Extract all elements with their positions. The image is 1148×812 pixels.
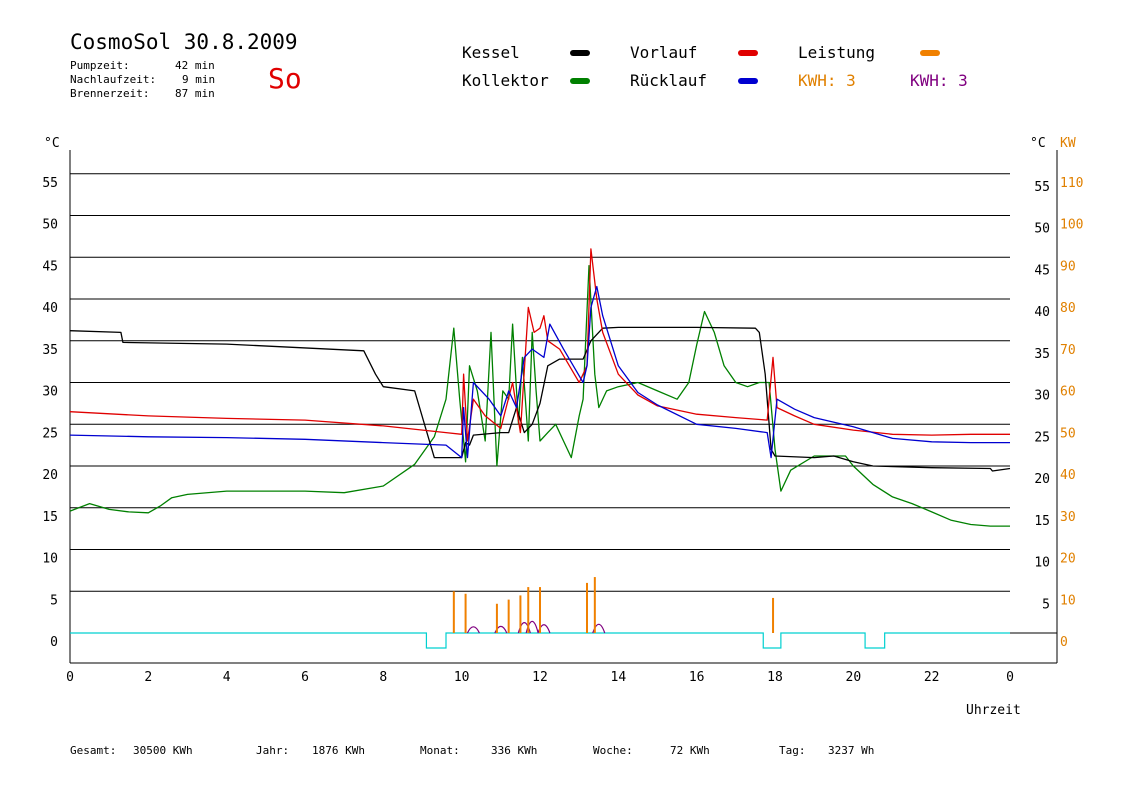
nachlaufzeit-value: 9 min [182,73,216,86]
x-tick-8: 16 [689,670,705,685]
x-tick-4: 8 [379,670,387,685]
y-tick-right-25: 25 [1034,430,1050,445]
y-tick-left-55: 55 [42,176,58,191]
series-lines [69,248,1011,649]
x-axis-label: Uhrzeit [966,703,1021,718]
y-axis-right-unit: °C [1030,136,1046,151]
y-tick-kw-50: 50 [1060,426,1076,441]
legend-kollektor: Kollektor [462,71,549,90]
y-tick-kw-60: 60 [1060,385,1076,400]
gesamt-value: 30500 KWh [133,744,193,757]
legend-vorlauf-swatch [738,50,758,56]
x-tick-5: 10 [454,670,470,685]
gesamt-label: Gesamt: [70,744,117,757]
y-tick-left-15: 15 [42,510,58,525]
series-kessel [69,326,1011,472]
y-tick-right-20: 20 [1034,472,1050,487]
y-tick-left-50: 50 [42,218,58,233]
baseline-line [70,632,1010,649]
kwh-bump-0 [466,626,480,634]
legend-kollektor-swatch [570,78,590,84]
y-tick-kw-90: 90 [1060,259,1076,274]
pumpzeit-label: Pumpzeit: [70,59,130,72]
y-tick-left-0: 0 [50,635,58,650]
y-tick-left-20: 20 [42,468,58,483]
legend-vorlauf: Vorlauf [630,43,698,62]
y-tick-right-15: 15 [1034,514,1050,529]
y-axis-right-unit-kw: KW [1060,136,1076,151]
jahr-label: Jahr: [256,744,290,757]
legend-leistung: Leistung [798,43,876,62]
monat-value: 336 KWh [491,744,538,757]
pumpzeit-value: 42 min [175,59,215,72]
brennerzeit-value: 87 min [175,87,215,100]
chart-title: CosmoSol 30.8.2009 [70,30,298,54]
y-tick-kw-110: 110 [1060,176,1083,191]
y-tick-right-45: 45 [1034,263,1050,278]
nachlaufzeit-label: Nachlaufzeit: [70,73,157,86]
tick-labels: °C °C KW0510152025303540455055510152025303… [42,136,1083,718]
y-tick-left-40: 40 [42,301,58,316]
legend-leistung-swatch [920,50,940,56]
legend-kessel-swatch [570,50,590,56]
x-tick-10: 20 [846,670,862,685]
legend-kwh-purple: KWH: 3 [910,71,968,90]
monat-label: Monat: [420,744,460,757]
tag-value: 3237 Wh [828,744,875,757]
x-tick-3: 6 [301,670,309,685]
y-tick-left-10: 10 [42,552,58,567]
kwh-bump-2 [517,622,531,634]
kwh-bump-1 [494,625,508,634]
y-tick-right-5: 5 [1042,597,1050,612]
y-tick-right-10: 10 [1034,556,1050,571]
grid-lines [70,173,1010,592]
y-tick-right-50: 50 [1034,222,1050,237]
legend-kwh-orange: KWH: 3 [798,71,856,90]
y-tick-left-5: 5 [50,593,58,608]
series-vorlauf [69,248,1010,442]
series-kollektor [69,264,1010,527]
y-tick-left-25: 25 [42,426,58,441]
y-tick-kw-30: 30 [1060,510,1076,525]
y-tick-kw-20: 20 [1060,552,1076,567]
y-tick-kw-0: 0 [1060,635,1068,650]
jahr-value: 1876 KWh [312,744,365,757]
y-tick-kw-100: 100 [1060,218,1083,233]
kwh-bump-5 [592,623,606,634]
x-tick-12: 0 [1006,670,1014,685]
y-axis-left-unit: °C [44,136,60,151]
y-tick-left-45: 45 [42,259,58,274]
brennerzeit-label: Brennerzeit: [70,87,150,100]
x-tick-6: 12 [532,670,548,685]
series-ruecklauf [69,285,1010,459]
y-tick-kw-40: 40 [1060,468,1076,483]
woche-value: 72 KWh [670,744,710,757]
y-tick-left-30: 30 [42,385,58,400]
y-tick-right-55: 55 [1034,180,1050,195]
x-tick-9: 18 [767,670,783,685]
day-label: So [268,62,302,95]
y-tick-right-30: 30 [1034,389,1050,404]
y-tick-kw-10: 10 [1060,593,1076,608]
kwh-bump-3 [525,620,539,634]
x-tick-7: 14 [611,670,627,685]
legend-kessel: Kessel [462,43,520,62]
y-tick-kw-70: 70 [1060,343,1076,358]
y-tick-kw-80: 80 [1060,301,1076,316]
x-tick-11: 22 [924,670,940,685]
x-tick-1: 2 [144,670,152,685]
legend-ruecklauf: Rücklauf [630,71,708,90]
woche-label: Woche: [593,744,633,757]
tag-label: Tag: [779,744,806,757]
x-tick-0: 0 [66,670,74,685]
axes [69,150,1058,664]
x-tick-2: 4 [223,670,231,685]
y-tick-left-35: 35 [42,343,58,358]
kwh-bump-4 [537,624,551,634]
y-tick-right-35: 35 [1034,347,1050,362]
y-tick-right-40: 40 [1034,305,1050,320]
legend-ruecklauf-swatch [738,78,758,84]
